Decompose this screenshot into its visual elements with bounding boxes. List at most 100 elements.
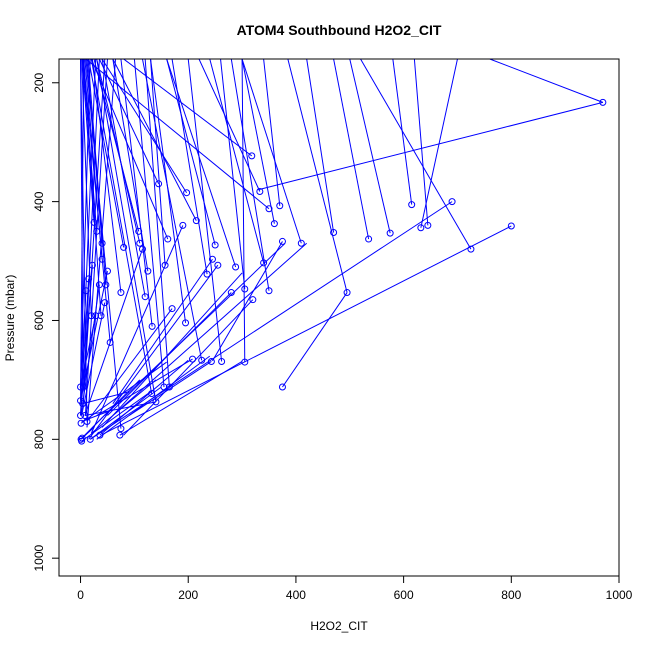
data-point-marker xyxy=(82,287,90,295)
series-line-segment xyxy=(220,59,246,290)
series-line-segment xyxy=(80,59,91,388)
data-point-marker xyxy=(148,390,156,398)
series-line-segment xyxy=(150,59,166,266)
series-line-segment xyxy=(98,59,160,185)
series-line-segment xyxy=(112,242,308,416)
data-point-marker xyxy=(208,255,216,263)
series-line-segment xyxy=(123,59,253,157)
series-line-segment xyxy=(306,59,335,233)
data-point-marker xyxy=(507,222,515,230)
data-point-marker xyxy=(227,289,235,297)
y-tick-label: 800 xyxy=(32,429,46,449)
data-point-marker xyxy=(155,180,163,188)
data-point-marker xyxy=(86,435,94,443)
data-point-marker xyxy=(93,227,101,235)
data-point-marker xyxy=(98,239,106,247)
series-line-segment xyxy=(84,59,103,260)
y-tick-label: 1000 xyxy=(32,545,46,572)
series-line-segment xyxy=(86,308,173,422)
data-point-marker xyxy=(164,235,172,243)
data-point-marker xyxy=(278,383,286,391)
data-point-marker xyxy=(117,289,125,297)
data-point-marker xyxy=(85,275,93,283)
series-line-segment xyxy=(86,59,117,428)
data-point-marker xyxy=(276,202,284,210)
data-point-marker xyxy=(467,245,475,253)
data-point-marker xyxy=(297,239,305,247)
data-point-marker xyxy=(96,431,104,439)
series-line-segment xyxy=(413,59,429,226)
data-point-marker xyxy=(135,227,143,235)
series-line-segment xyxy=(187,59,223,362)
series-line-segment xyxy=(119,361,243,436)
data-point-marker xyxy=(101,299,109,307)
data-point-marker xyxy=(148,322,156,330)
series-line-segment xyxy=(166,59,216,246)
data-point-marker xyxy=(183,189,191,197)
series-line-segment xyxy=(80,379,141,440)
data-point-marker xyxy=(116,431,124,439)
series-line-segment xyxy=(80,59,85,401)
data-point-marker xyxy=(79,383,87,391)
data-point-marker xyxy=(117,425,125,433)
x-tick-label: 400 xyxy=(286,588,306,602)
data-point-marker xyxy=(77,435,85,443)
data-point-marker xyxy=(81,412,89,420)
data-point-marker xyxy=(90,218,98,226)
series-line-segment xyxy=(82,391,130,405)
data-point-marker xyxy=(260,259,268,267)
data-point-marker xyxy=(144,267,152,275)
series-line-segment xyxy=(241,59,302,244)
data-point-marker xyxy=(136,239,144,247)
series-line-segment xyxy=(360,59,472,250)
data-point-marker xyxy=(218,357,226,365)
series-line-segment xyxy=(123,299,254,436)
series-line-segment xyxy=(128,361,212,416)
y-tick-label: 600 xyxy=(32,310,46,330)
series-line-segment xyxy=(198,59,261,192)
y-tick-label: 400 xyxy=(32,191,46,211)
chart-title: ATOM4 Southbound H2O2_CIT xyxy=(237,22,442,38)
data-point-marker xyxy=(599,98,607,106)
series-line-segment xyxy=(81,302,106,416)
data-point-marker xyxy=(95,281,103,289)
data-point-marker xyxy=(417,224,425,232)
series-line-segment xyxy=(101,59,146,297)
data-point-marker xyxy=(77,412,85,420)
series-line-segment xyxy=(93,59,140,232)
data-point-marker xyxy=(87,312,95,320)
data-point-marker xyxy=(192,217,200,225)
series-line-segment xyxy=(420,59,458,228)
data-point-marker xyxy=(207,357,215,365)
data-point-marker xyxy=(98,255,106,263)
data-point-marker xyxy=(77,397,85,405)
series-line-segment xyxy=(258,101,603,191)
data-point-marker xyxy=(365,235,373,243)
series-line-segment xyxy=(287,59,348,293)
series-line-segment xyxy=(112,258,213,404)
data-point-marker xyxy=(103,267,111,275)
data-point-marker xyxy=(241,285,249,293)
data-point-marker xyxy=(241,358,249,366)
data-point-marker xyxy=(189,355,197,363)
data-point-marker xyxy=(165,383,173,391)
series-line-segment xyxy=(150,59,187,323)
data-point-marker xyxy=(448,198,456,206)
data-point-marker xyxy=(77,419,85,427)
series-line-segment xyxy=(141,59,203,361)
y-tick-label: 200 xyxy=(32,72,46,92)
series-line-segment xyxy=(81,409,114,422)
series-line-segment xyxy=(101,225,512,436)
data-point-marker xyxy=(265,205,273,213)
data-point-marker xyxy=(343,289,351,297)
series-line-segment xyxy=(349,59,391,234)
x-tick-label: 0 xyxy=(77,588,84,602)
series-line-segment xyxy=(90,225,184,434)
series-line-segment xyxy=(263,59,281,206)
data-point-marker xyxy=(408,201,416,209)
series-line-segment xyxy=(85,59,270,210)
data-point-marker xyxy=(248,152,256,160)
data-point-marker xyxy=(152,398,160,406)
series-line-segment xyxy=(87,59,107,285)
series-line-segment xyxy=(82,59,98,232)
